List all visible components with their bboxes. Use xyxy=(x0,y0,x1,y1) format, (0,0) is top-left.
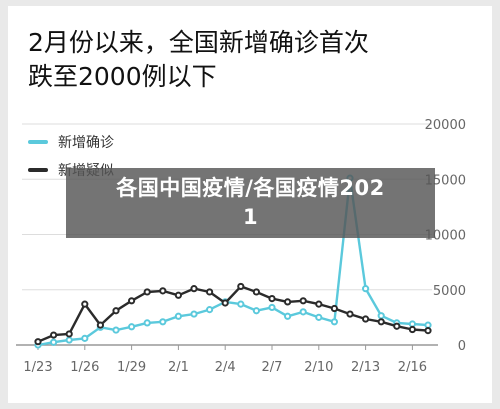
series-1-point-13 xyxy=(237,282,245,291)
series-1-point-9 xyxy=(174,291,182,299)
series-1-point-3 xyxy=(81,300,89,308)
x-tick-label-2/16: 2/16 xyxy=(398,360,427,375)
series-0-point-1 xyxy=(50,338,58,346)
series-0-point-9 xyxy=(174,312,182,320)
series-0-point-15 xyxy=(268,303,276,312)
series-1-point-2 xyxy=(65,330,73,338)
series-0-point-3 xyxy=(81,334,89,342)
series-0-point-24 xyxy=(408,320,416,328)
legend-swatch-suspected xyxy=(28,168,48,172)
series-0-point-6 xyxy=(128,323,136,331)
overlay-line-2: 1 xyxy=(242,205,259,229)
series-1-point-23 xyxy=(393,322,401,330)
x-tick-label-2/10: 2/10 xyxy=(304,360,333,375)
series-1-point-6 xyxy=(128,297,136,305)
legend-label-confirmed: 新增确诊 xyxy=(58,135,114,151)
series-0-point-21 xyxy=(362,285,370,293)
series-0-point-8 xyxy=(159,318,167,326)
y-tick-label-5000: 5000 xyxy=(433,284,466,299)
x-tick-label-1/29: 1/29 xyxy=(117,360,146,375)
x-tick-label-2/1: 2/1 xyxy=(168,360,189,375)
series-0-point-19 xyxy=(330,318,338,326)
x-tick-label-2/13: 2/13 xyxy=(351,360,380,375)
legend-item-confirmed: 新增确诊 xyxy=(28,128,114,156)
series-0-point-11 xyxy=(206,306,214,314)
series-1-point-17 xyxy=(299,297,307,305)
series-0-point-5 xyxy=(112,326,120,334)
legend-swatch-confirmed xyxy=(28,140,48,144)
series-1-point-19 xyxy=(330,304,338,313)
chart-headline: 2月份以来，全国新增确诊首次 跌至2000例以下 xyxy=(28,26,428,94)
series-0-point-13 xyxy=(237,300,245,308)
x-tick-label-2/4: 2/4 xyxy=(215,360,236,375)
series-1-point-8 xyxy=(159,287,167,295)
y-tick-label-20000: 20000 xyxy=(425,118,466,133)
series-0-point-25 xyxy=(424,321,432,329)
headline-line-2: 跌至2000例以下 xyxy=(28,62,217,91)
x-tick-label-2/7: 2/7 xyxy=(262,360,283,375)
series-1-point-1 xyxy=(50,331,58,339)
series-0-point-2 xyxy=(65,336,73,344)
series-1-point-16 xyxy=(284,298,292,306)
series-0-point-16 xyxy=(284,312,292,320)
series-1-point-7 xyxy=(143,288,151,296)
series-0-point-17 xyxy=(299,308,307,316)
x-tick-label-1/23: 1/23 xyxy=(23,360,52,375)
series-1-point-25 xyxy=(424,327,432,335)
x-tick-label-1/26: 1/26 xyxy=(70,360,99,375)
series-1-point-22 xyxy=(377,318,385,326)
series-1-point-10 xyxy=(190,285,198,293)
watermark-overlay: 各国中国疫情/各国疫情202 1 xyxy=(66,168,435,238)
series-1-point-21 xyxy=(362,315,370,323)
series-0-point-18 xyxy=(315,313,323,321)
series-1-point-24 xyxy=(408,325,416,334)
series-1-point-14 xyxy=(252,288,260,296)
series-0-point-22 xyxy=(377,312,385,320)
series-1-point-11 xyxy=(206,288,214,296)
series-0-point-7 xyxy=(143,319,151,327)
series-1-point-4 xyxy=(96,321,105,329)
overlay-line-1: 各国中国疫情/各国疫情202 xyxy=(116,176,385,200)
series-1-point-0 xyxy=(34,338,42,346)
series-1-point-12 xyxy=(221,299,229,307)
y-tick-label-0: 0 xyxy=(458,339,466,354)
series-0-point-14 xyxy=(252,307,260,315)
series-1-point-18 xyxy=(315,300,323,308)
headline-line-1: 2月份以来，全国新增确诊首次 xyxy=(28,28,369,57)
series-1-point-15 xyxy=(268,294,276,303)
series-1-point-20 xyxy=(346,310,354,318)
series-0-point-10 xyxy=(190,310,198,318)
series-1-point-5 xyxy=(112,307,120,315)
